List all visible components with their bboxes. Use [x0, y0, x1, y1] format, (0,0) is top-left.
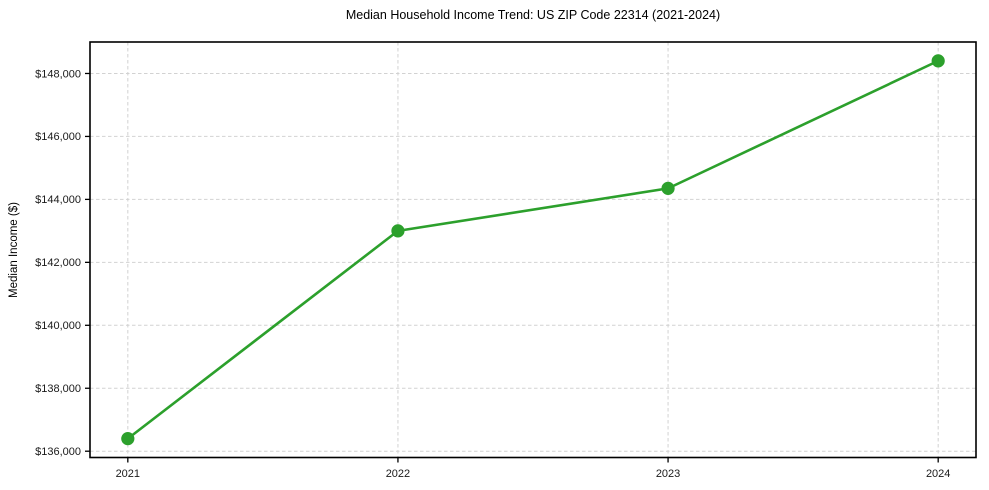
x-tick-label: 2023 [656, 468, 680, 480]
data-point-marker [121, 432, 135, 446]
y-tick-label: $136,000 [35, 446, 81, 458]
chart-title: Median Household Income Trend: US ZIP Co… [345, 8, 721, 22]
y-tick-label: $148,000 [35, 68, 81, 80]
y-tick-label: $138,000 [35, 383, 81, 395]
y-tick-label: $144,000 [35, 194, 81, 206]
y-tick-label: $142,000 [35, 257, 81, 269]
x-tick-label: 2024 [926, 468, 950, 480]
y-tick-label: $146,000 [35, 131, 81, 143]
plot-border [89, 41, 977, 459]
series-line [126, 59, 940, 440]
x-tick-label: 2021 [116, 468, 140, 480]
x-tick-label: 2022 [386, 468, 410, 480]
grid-lines [90, 42, 976, 458]
data-point-marker [661, 181, 675, 195]
data-point-marker [931, 54, 945, 68]
axis-ticks [85, 72, 939, 463]
y-tick-label: $140,000 [35, 320, 81, 332]
tick-labels: $136,000 $138,000 $140,000 $142,000 $144,000… [35, 68, 950, 480]
data-series [121, 54, 945, 446]
data-point-marker [391, 224, 405, 238]
